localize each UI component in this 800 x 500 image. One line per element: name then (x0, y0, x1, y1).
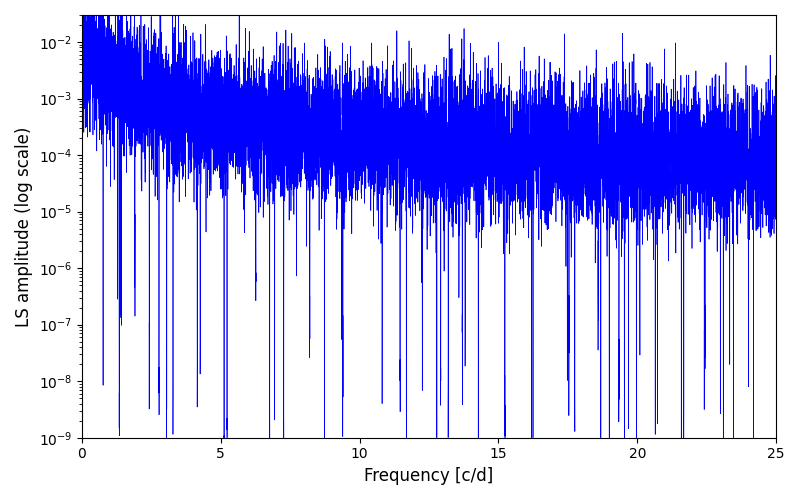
X-axis label: Frequency [c/d]: Frequency [c/d] (364, 467, 494, 485)
Y-axis label: LS amplitude (log scale): LS amplitude (log scale) (15, 126, 33, 326)
